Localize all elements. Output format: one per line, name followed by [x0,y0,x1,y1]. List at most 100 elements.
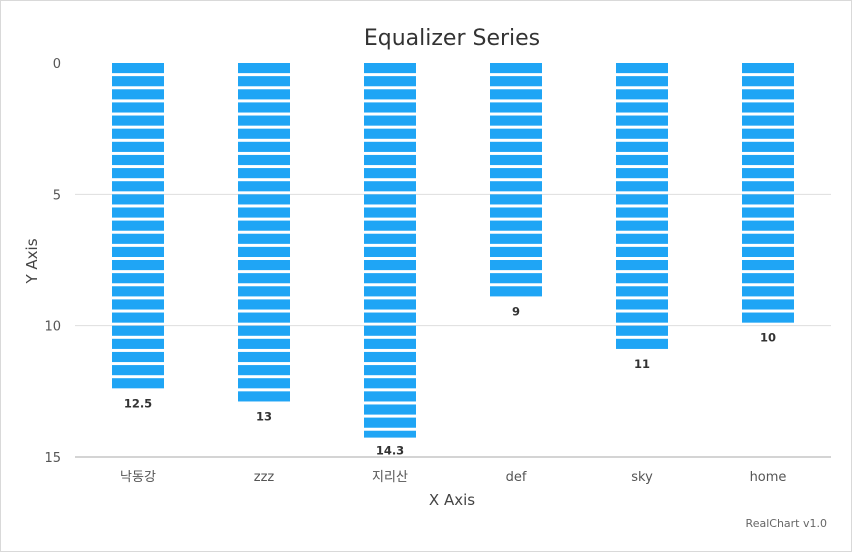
bar-segment [742,89,794,100]
bar-segment [112,115,164,126]
equalizer-bar [112,63,164,389]
bar-segment [238,76,290,87]
bar-segment [238,63,290,74]
bar-segment [364,378,416,389]
bar-segment [742,194,794,205]
data-label: 12.5 [124,396,152,410]
bar-segment [742,154,794,166]
bar-segment [742,168,794,179]
bar-segment [616,128,668,139]
bar-segment [364,417,416,428]
bar-segment [742,115,794,126]
bar-segment [112,246,164,257]
bar-segment [364,260,416,271]
bar-segment [364,89,416,100]
bar-segment [112,325,164,336]
bar-segment [616,102,668,113]
bar-segment [616,312,668,323]
bar-segment [112,260,164,271]
bar-segment [490,260,542,271]
x-tick-label: 지리산 [372,470,408,485]
bar-segment [238,273,290,284]
bar-segment [238,194,290,205]
bar-segment [616,154,668,166]
bar-segment [490,128,542,139]
bar-segment [490,141,542,152]
bar-segment [364,63,416,74]
bar-segment [364,404,416,415]
bar-segment [364,338,416,349]
bar-segment [238,128,290,139]
bar-segment [364,299,416,310]
data-label: 11 [634,357,650,371]
bar-segment [490,102,542,113]
bar-segment [238,338,290,349]
bar-segment [742,233,794,244]
bar-segment [238,115,290,126]
bar-segment [616,286,668,297]
data-label: 13 [256,409,272,423]
bar-segment [238,207,290,218]
bar-segment [238,299,290,310]
bar-segment [364,365,416,376]
bar-segment [238,168,290,179]
bar-segment [616,115,668,126]
bar-segment [742,141,794,152]
bar-segment [238,312,290,323]
grid-lines [75,193,831,327]
bar-segment [616,63,668,74]
bar-segment [112,312,164,323]
x-tick-label: zzz [254,470,275,485]
bar-segment [490,76,542,87]
bar-segment [364,273,416,284]
x-tick-label: 낙동강 [120,470,156,485]
bar-segment [364,286,416,297]
bar-segment [238,286,290,297]
y-tick-label: 0 [53,57,61,72]
bar-segment [112,154,164,166]
bar-segment [616,207,668,218]
bar-segment [742,246,794,257]
bar-segment [616,246,668,257]
bar-segment [490,286,542,297]
data-label: 14.3 [376,444,404,458]
bar-segment [112,63,164,74]
y-tick-label: 5 [53,188,61,203]
bar-segment [364,102,416,113]
bar-segment [742,312,794,323]
bar-segment [112,233,164,244]
bar-segment [616,76,668,87]
bar-segment [490,63,542,74]
bar-segment [112,220,164,231]
bar-segment [112,102,164,113]
bar-segment [112,168,164,179]
bar-segment [616,168,668,179]
x-axis-ticks: 낙동강 zzz 지리산 def sky home [120,470,786,485]
bar-segment [238,89,290,100]
bar-segment [364,391,416,402]
bar-segment [490,168,542,179]
bar-segment [238,391,290,402]
bar-segment [364,246,416,257]
bar-segment [112,286,164,297]
bar-segment [238,233,290,244]
bar-segment [742,260,794,271]
bar-segment [112,365,164,376]
bar-segment [238,365,290,376]
y-tick-label: 15 [44,451,61,466]
bar-segment [616,141,668,152]
bar-segment [364,220,416,231]
equalizer-bar [364,63,416,438]
bar-segment [742,299,794,310]
x-tick-label: def [506,470,527,485]
equalizer-bar [742,63,794,323]
bar-segment [364,128,416,139]
bar-segment [112,273,164,284]
bar-series [112,63,794,438]
y-axis-ticks: 0 5 10 15 [44,57,61,466]
bar-segment [490,154,542,166]
bar-segment [490,220,542,231]
bar-segment [364,168,416,179]
bar-segment [112,351,164,363]
